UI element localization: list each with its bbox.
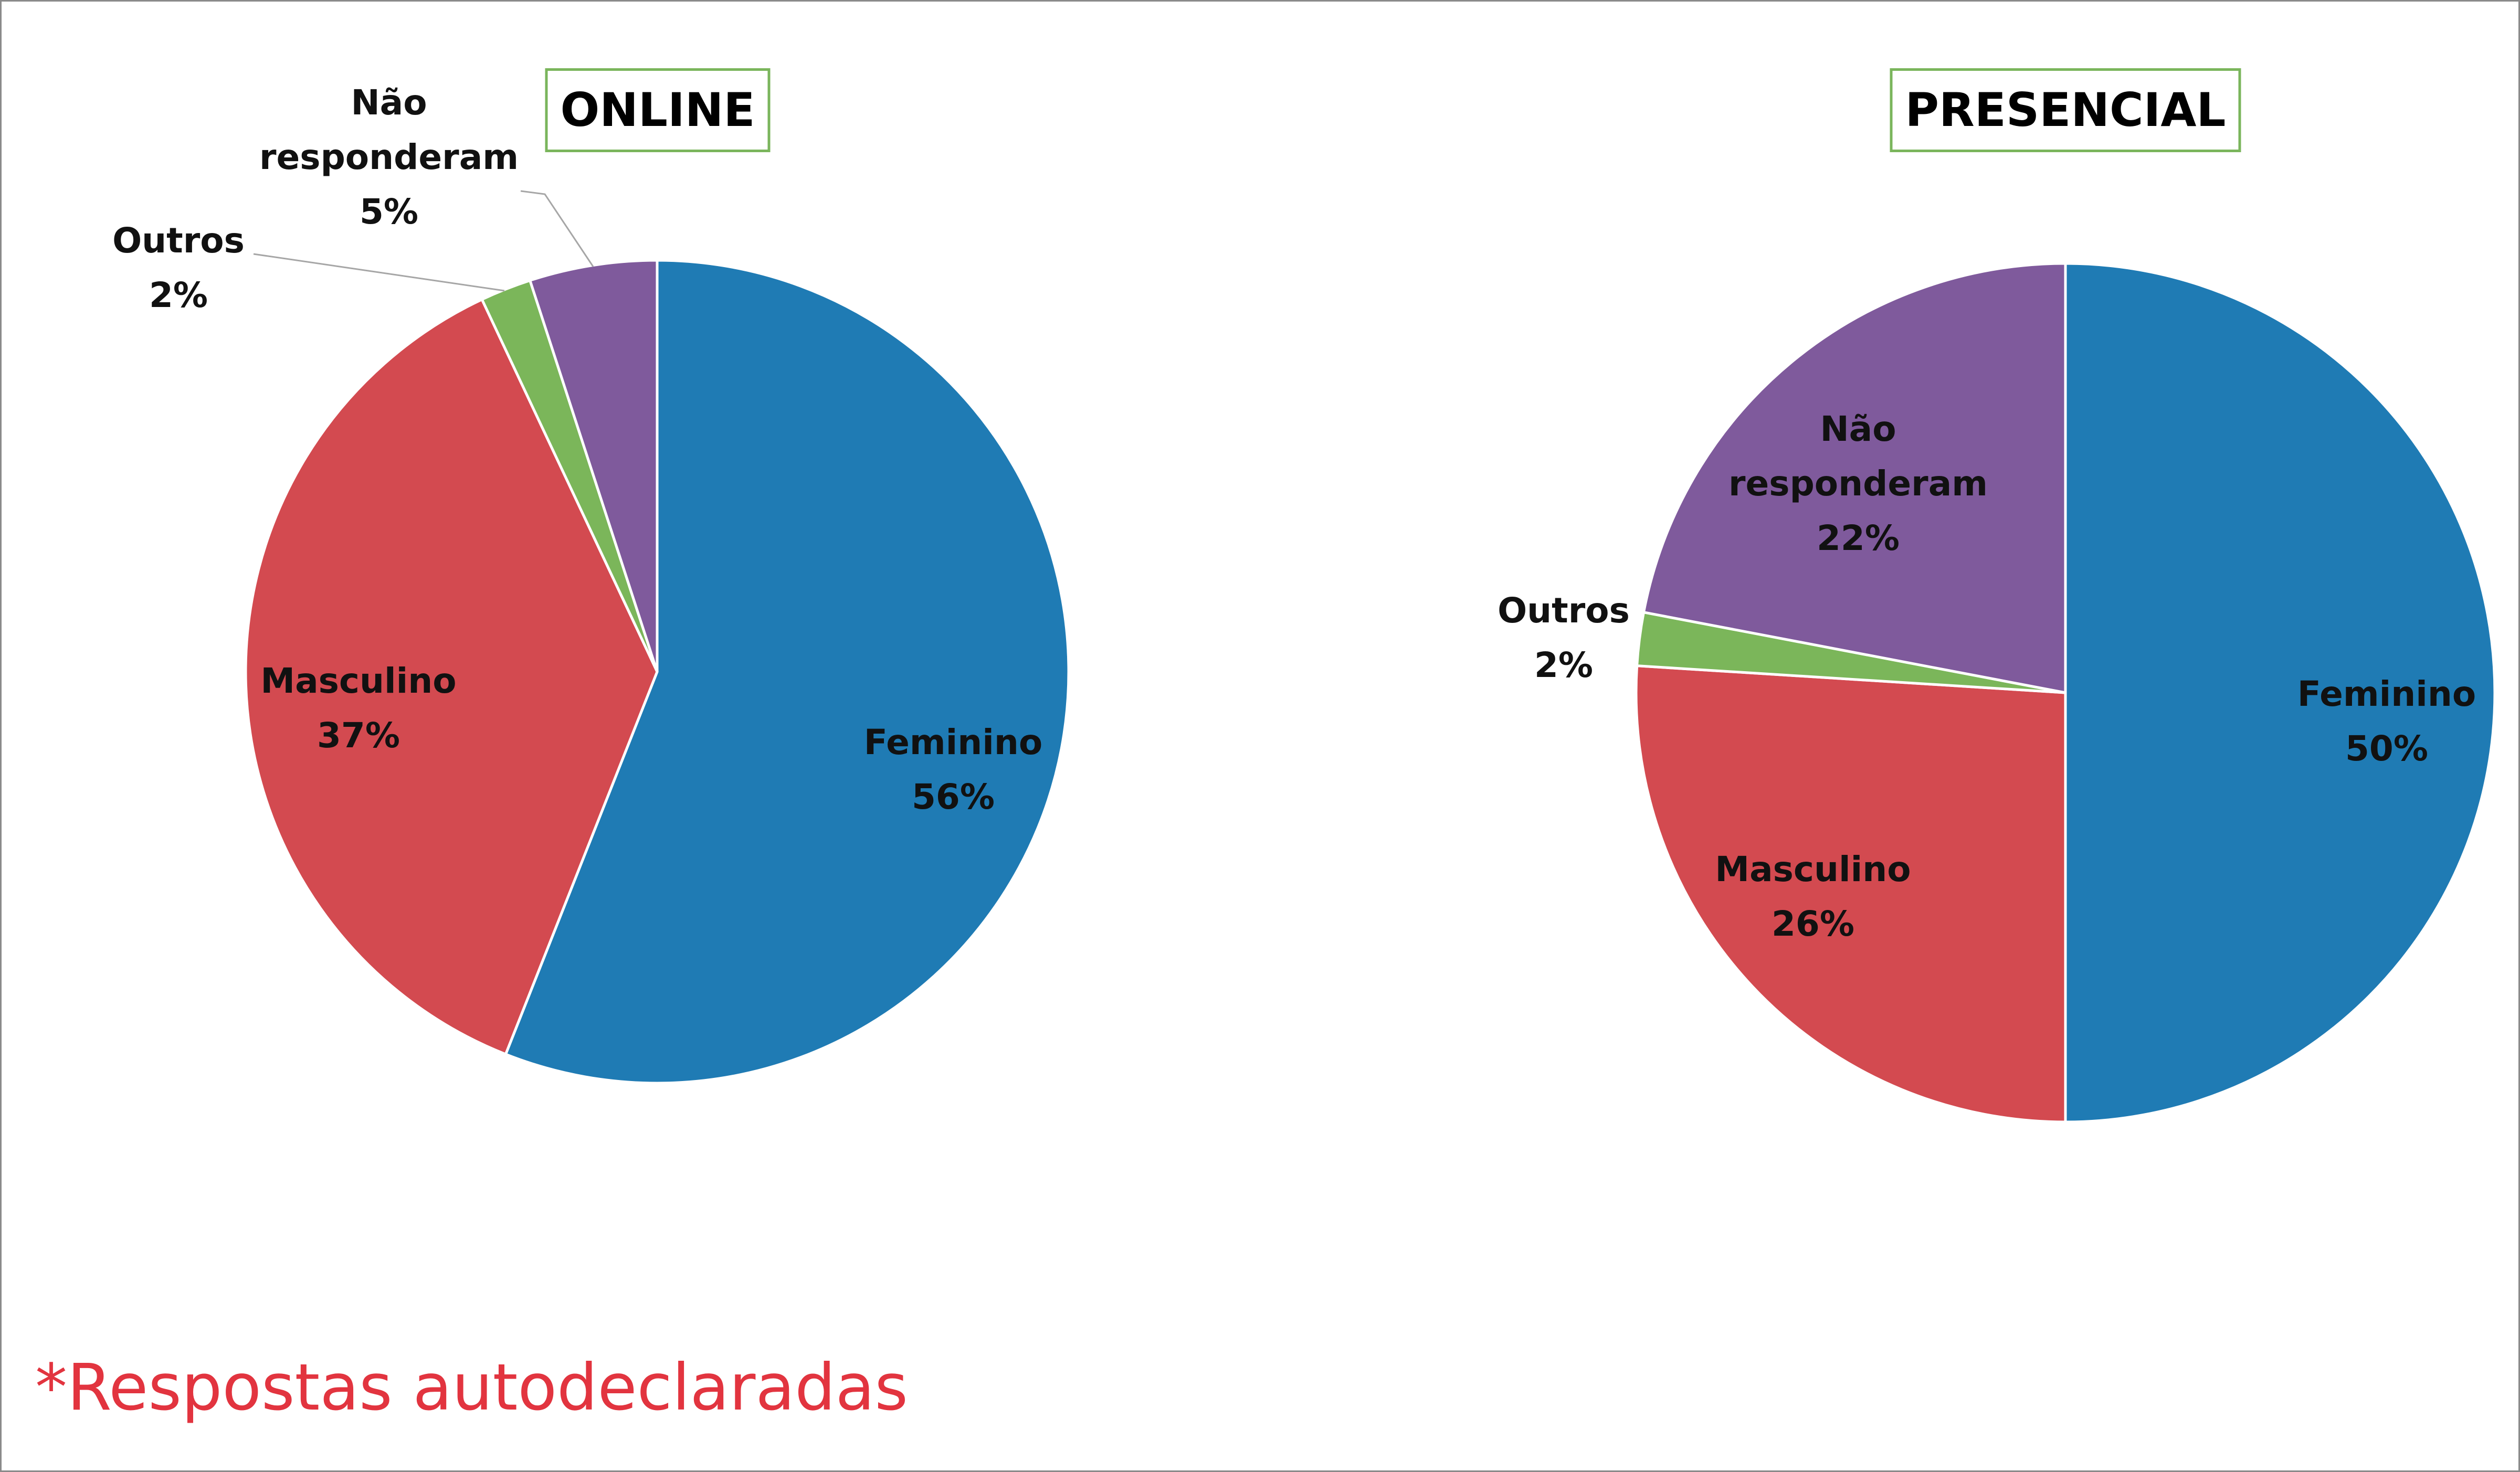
chart-title: PRESENCIAL [1890, 68, 2241, 152]
pie-slice [2064, 262, 2496, 1124]
category-name: Não responderam [1728, 409, 1988, 504]
category-name: Não responderam [259, 82, 519, 177]
value-label: 37% [317, 715, 400, 756]
value-label: 56% [912, 777, 995, 817]
data-label: Feminino 50% [2255, 667, 2518, 776]
category-name: Masculino [1715, 849, 1911, 889]
leader-line [520, 190, 594, 267]
data-label: Feminino 56% [822, 715, 1084, 824]
value-label: 22% [1817, 518, 1900, 558]
data-label: Masculino 26% [1682, 842, 1944, 951]
chart-title: ONLINE [545, 68, 771, 152]
footnote: *Respostas autodeclaradas [35, 1350, 908, 1425]
pie-slice [1642, 262, 2067, 695]
pie-slice [244, 298, 659, 1056]
value-label: 50% [2345, 728, 2428, 769]
data-label: Não responderam 5% [258, 76, 520, 239]
category-name: Feminino [2297, 674, 2476, 714]
data-label: Outros 2% [47, 214, 310, 323]
data-label: Não responderam 22% [1727, 402, 1989, 566]
category-name: Masculino [260, 661, 457, 701]
category-name: Feminino [863, 722, 1043, 763]
value-label: 2% [1534, 645, 1594, 685]
category-name: Outros [1498, 590, 1630, 631]
value-label: 26% [1772, 904, 1854, 944]
value-label: 2% [149, 275, 208, 315]
leader-line [253, 253, 505, 292]
data-label: Outros 2% [1432, 584, 1695, 693]
pie-slice [504, 259, 1070, 1085]
data-label: Masculino 37% [227, 654, 490, 763]
category-name: Outros [112, 220, 245, 261]
value-label: 5% [359, 192, 419, 232]
pie-slice [1635, 664, 2067, 1124]
